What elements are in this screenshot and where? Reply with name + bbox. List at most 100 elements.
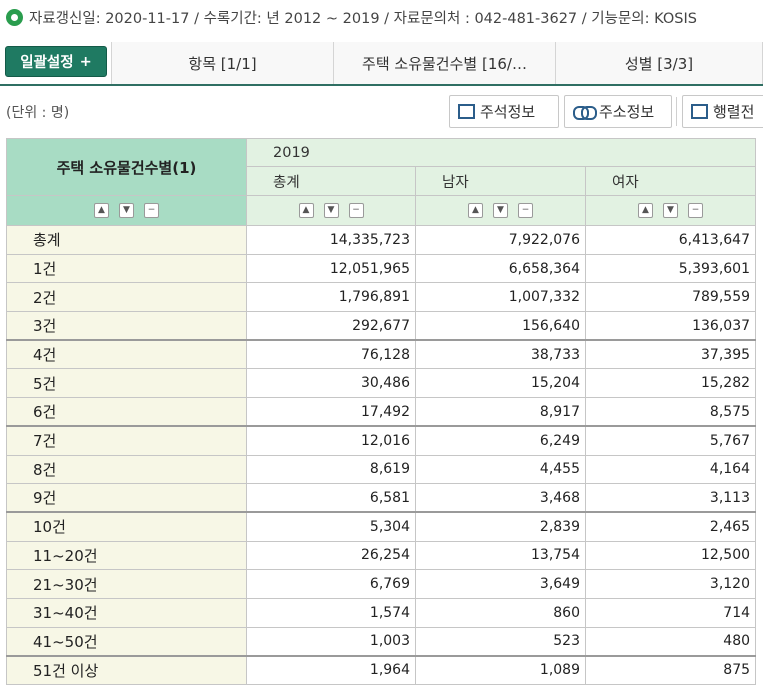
row-label: 41~50건 bbox=[6, 626, 247, 657]
row-header-title: 주택 소유물건수별(1) bbox=[6, 138, 247, 196]
row-label: 10건 bbox=[6, 511, 247, 542]
cell-value: 1,003 bbox=[246, 626, 416, 657]
pivot-icon bbox=[691, 104, 708, 119]
table-row: 21~30건 6,769 3,649 3,120 bbox=[6, 569, 757, 599]
table-row: 51건 이상 1,964 1,089 875 bbox=[6, 654, 757, 685]
cell-value: 3,468 bbox=[415, 483, 586, 513]
tab-item[interactable]: 항목 [1/1] bbox=[111, 42, 333, 84]
cell-value: 5,393,601 bbox=[584, 253, 757, 284]
cell-value: 1,007,332 bbox=[415, 282, 586, 313]
table-row: 1건 12,051,965 6,658,364 5,393,601 bbox=[6, 253, 757, 284]
sort-desc-icon[interactable]: ▼ bbox=[119, 203, 134, 218]
pivot-button[interactable]: 행렬전 bbox=[682, 95, 763, 128]
cell-value: 15,204 bbox=[415, 368, 586, 399]
tab-gender-label: 성별 [3/3] bbox=[624, 54, 694, 73]
cell-value: 6,413,647 bbox=[584, 225, 757, 255]
info-circle-icon bbox=[6, 8, 23, 26]
sort-asc-icon[interactable]: ▲ bbox=[94, 203, 109, 218]
column-header-female: 여자 bbox=[584, 166, 757, 196]
cell-value: 8,917 bbox=[415, 397, 586, 427]
table-row: 31~40건 1,574 860 714 bbox=[6, 597, 757, 628]
table-row: 2건 1,796,891 1,007,332 789,559 bbox=[6, 282, 757, 313]
bulk-setting-button[interactable]: 일괄설정 + bbox=[5, 46, 107, 77]
cell-value: 523 bbox=[415, 626, 586, 657]
tab-house-count-label: 주택 소유물건수별 [16/… bbox=[362, 54, 527, 73]
sort-asc-icon[interactable]: ▲ bbox=[638, 203, 653, 218]
table-row: 41~50건 1,003 523 480 bbox=[6, 626, 757, 657]
cell-value: 292,677 bbox=[246, 311, 416, 341]
cell-value: 12,500 bbox=[584, 540, 757, 571]
cell-value: 12,016 bbox=[246, 425, 416, 456]
table-row: 8건 8,619 4,455 4,164 bbox=[6, 454, 757, 485]
row-label: 총계 bbox=[6, 225, 247, 255]
row-sort-controls: ▲ ▼ − bbox=[6, 195, 247, 226]
address-button[interactable]: 주소정보 bbox=[564, 95, 672, 128]
cell-value: 789,559 bbox=[584, 282, 757, 313]
row-label: 6건 bbox=[6, 397, 247, 427]
tab-gender[interactable]: 성별 [3/3] bbox=[555, 42, 763, 84]
row-label: 2건 bbox=[6, 282, 247, 313]
cell-value: 3,120 bbox=[584, 569, 757, 599]
setting-tab-bar: 일괄설정 + 항목 [1/1] 주택 소유물건수별 [16/… 성별 [3/3] bbox=[0, 40, 763, 86]
table-row: 6건 17,492 8,917 8,575 bbox=[6, 397, 757, 427]
table-body: 총계 14,335,723 7,922,076 6,413,647 1건 12,051,9… bbox=[6, 225, 757, 685]
table-row: 9건 6,581 3,468 3,113 bbox=[6, 483, 757, 513]
row-label: 4건 bbox=[6, 339, 247, 370]
sort-desc-icon[interactable]: ▼ bbox=[493, 203, 508, 218]
cell-value: 5,304 bbox=[246, 511, 416, 542]
link-icon bbox=[573, 105, 597, 120]
cell-value: 8,575 bbox=[584, 397, 757, 427]
cell-value: 6,581 bbox=[246, 483, 416, 513]
cell-value: 875 bbox=[584, 654, 757, 685]
annotation-button-label: 주석정보 bbox=[480, 103, 536, 121]
cell-value: 1,089 bbox=[415, 654, 586, 685]
cell-value: 38,733 bbox=[415, 339, 586, 370]
cell-value: 15,282 bbox=[584, 368, 757, 399]
female-sort-controls: ▲ ▼ − bbox=[584, 195, 757, 226]
statistics-table: 주택 소유물건수별(1) 2019 총계 남자 여자 ▲ ▼ − ▲ ▼ − ▲ ▼ − ▲… bbox=[6, 138, 757, 685]
cell-value: 6,769 bbox=[246, 569, 416, 599]
cell-value: 2,465 bbox=[584, 511, 757, 542]
collapse-icon[interactable]: − bbox=[688, 203, 703, 218]
sort-asc-icon[interactable]: ▲ bbox=[298, 203, 314, 218]
cell-value: 3,113 bbox=[584, 483, 757, 513]
tab-item-label: 항목 [1/1] bbox=[188, 54, 257, 73]
table-row: 11~20건 26,254 13,754 12,500 bbox=[6, 540, 757, 571]
cell-value: 26,254 bbox=[246, 540, 416, 571]
column-header-male: 남자 bbox=[415, 166, 586, 196]
cell-value: 30,486 bbox=[246, 368, 416, 399]
sort-desc-icon[interactable]: ▼ bbox=[663, 203, 678, 218]
sort-asc-icon[interactable]: ▲ bbox=[468, 203, 483, 218]
cell-value: 136,037 bbox=[584, 311, 757, 341]
sort-desc-icon[interactable]: ▼ bbox=[323, 203, 339, 218]
cell-value: 1,964 bbox=[246, 654, 416, 685]
row-label: 11~20건 bbox=[6, 540, 247, 571]
table-row: 5건 30,486 15,204 15,282 bbox=[6, 368, 757, 399]
row-label: 9건 bbox=[6, 483, 247, 513]
cell-value: 76,128 bbox=[246, 339, 416, 370]
info-bar: 자료갱신일: 2020-11-17 / 수록기간: 년 2012 ~ 2019 … bbox=[0, 0, 763, 34]
annotation-button[interactable]: 주석정보 bbox=[449, 95, 559, 128]
collapse-icon[interactable]: − bbox=[348, 203, 364, 218]
cell-value: 156,640 bbox=[415, 311, 586, 341]
cell-value: 5,767 bbox=[584, 425, 757, 456]
cell-value: 17,492 bbox=[246, 397, 416, 427]
male-sort-controls: ▲ ▼ − bbox=[415, 195, 586, 226]
row-label: 5건 bbox=[6, 368, 247, 399]
address-button-label: 주소정보 bbox=[599, 103, 655, 121]
tab-house-count[interactable]: 주택 소유물건수별 [16/… bbox=[333, 42, 555, 84]
cell-value: 12,051,965 bbox=[246, 253, 416, 284]
table-row: 7건 12,016 6,249 5,767 bbox=[6, 425, 757, 456]
row-label: 7건 bbox=[6, 425, 247, 456]
row-label: 51건 이상 bbox=[6, 654, 247, 685]
cell-value: 860 bbox=[415, 597, 586, 628]
year-header: 2019 bbox=[245, 138, 757, 167]
cell-value: 4,455 bbox=[415, 454, 586, 485]
collapse-icon[interactable]: − bbox=[518, 203, 533, 218]
row-label: 8건 bbox=[6, 454, 247, 485]
unit-label: (단위 : 명) bbox=[6, 105, 70, 121]
row-label: 1건 bbox=[6, 253, 247, 284]
collapse-icon[interactable]: − bbox=[144, 203, 159, 218]
cell-value: 14,335,723 bbox=[246, 225, 416, 255]
cell-value: 7,922,076 bbox=[415, 225, 586, 255]
